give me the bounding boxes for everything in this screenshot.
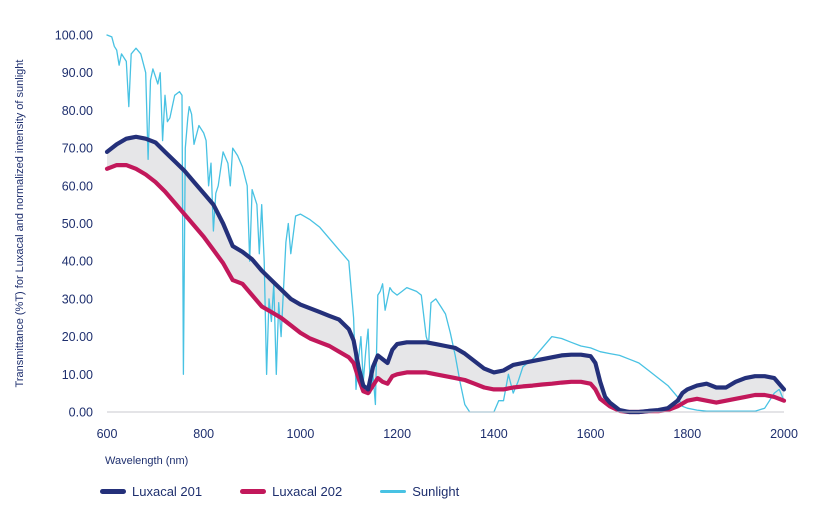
x-tick-label: 1800 <box>673 427 701 441</box>
legend-swatch-luxacal-202 <box>240 489 267 494</box>
legend-item-luxacal-201: Luxacal 201 <box>100 484 202 499</box>
legend-item-sunlight: Sunlight <box>380 484 459 499</box>
legend-label-luxacal-202: Luxacal 202 <box>272 484 343 499</box>
legend-label-sunlight: Sunlight <box>412 484 460 499</box>
series-layer <box>104 34 787 415</box>
fill-between-band <box>107 136 784 413</box>
x-tick-label: 600 <box>97 427 118 441</box>
legend: Luxacal 201 Luxacal 202 Sunlight <box>100 484 497 499</box>
x-tick-label: 1400 <box>480 427 508 441</box>
x-tick-label: 1600 <box>577 427 605 441</box>
y-tick-label: 30.00 <box>62 292 93 306</box>
x-tick-label: 1000 <box>287 427 315 441</box>
x-tick-label: 800 <box>193 427 214 441</box>
x-tick-label: 1200 <box>383 427 411 441</box>
y-tick-label: 60.00 <box>62 179 93 193</box>
y-tick-label: 20.00 <box>62 330 93 344</box>
y-tick-label: 70.00 <box>62 142 93 156</box>
x-axis-ticks: 600 800 1000 1200 1400 1600 1800 2000 <box>97 427 798 441</box>
x-axis-label: Wavelength (nm) <box>105 455 188 467</box>
plot-area <box>104 34 787 415</box>
y-tick-label: 10.00 <box>62 368 93 382</box>
y-tick-label: 50.00 <box>62 217 93 231</box>
legend-label-luxacal-201: Luxacal 201 <box>132 484 203 499</box>
legend-swatch-sunlight <box>380 490 407 493</box>
y-tick-label: 80.00 <box>62 104 93 118</box>
y-tick-label: 40.00 <box>62 255 93 269</box>
legend-swatch-luxacal-201 <box>100 489 126 494</box>
y-tick-label: 0.00 <box>69 406 93 420</box>
y-tick-label: 100.00 <box>55 29 93 43</box>
series-line-luxacal-201 <box>104 134 787 415</box>
y-axis-label: Transmittance (%T) for Luxacal and norma… <box>14 60 26 388</box>
y-axis-ticks: 0.00 10.00 20.00 30.00 40.00 50.00 60.00 70.00 8… <box>55 29 93 420</box>
y-tick-label: 90.00 <box>62 66 93 80</box>
legend-item-luxacal-202: Luxacal 202 <box>240 484 342 499</box>
x-tick-label: 2000 <box>770 427 798 441</box>
